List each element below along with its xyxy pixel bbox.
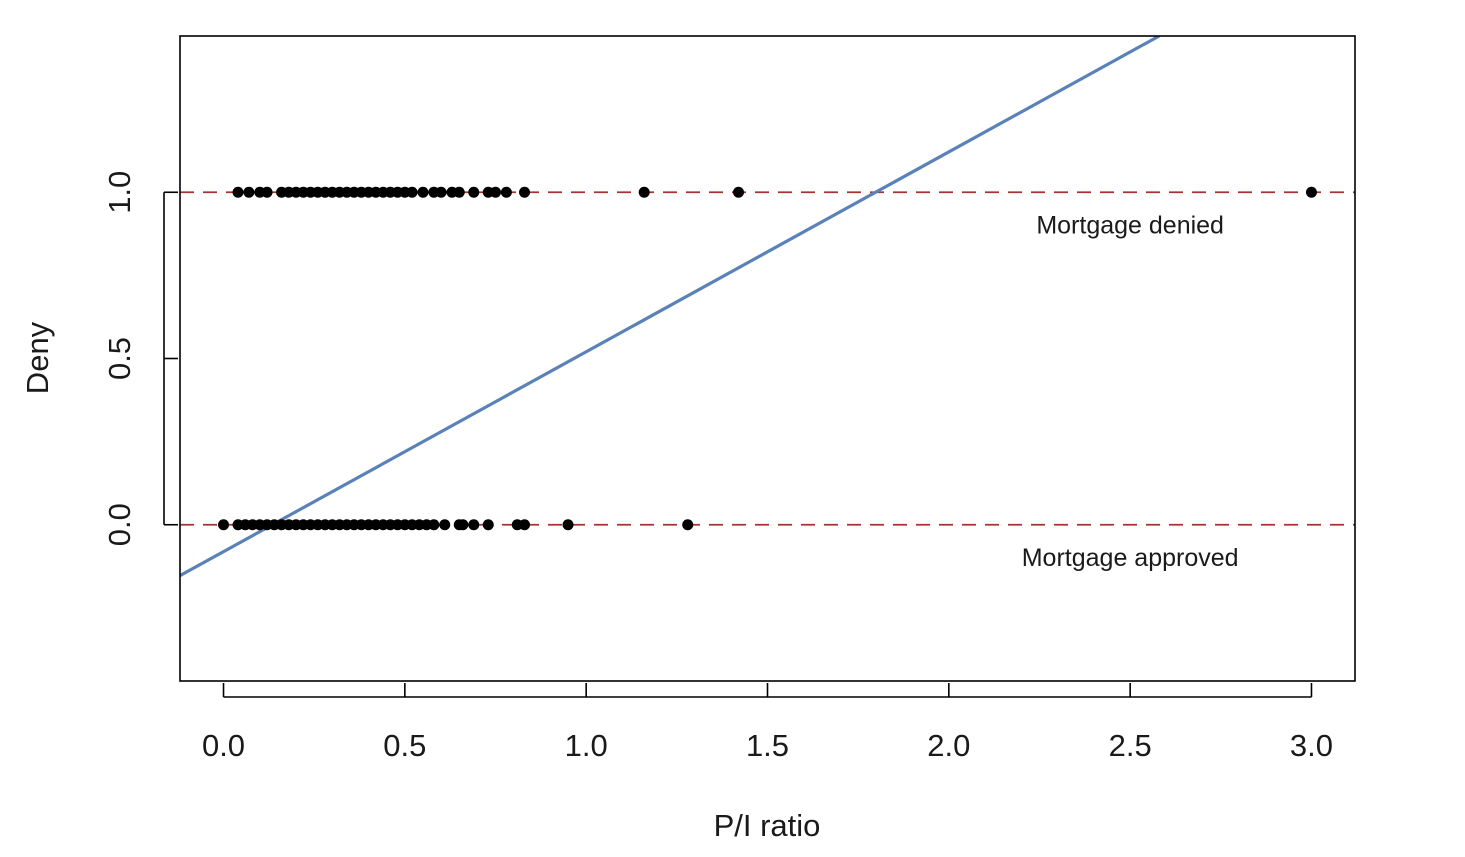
x-tick-label: 1.5 [746,728,789,763]
y-axis-title: Deny [20,321,55,394]
data-point [562,519,574,531]
x-tick-label: 0.5 [383,728,426,763]
data-point [519,186,531,198]
regression-line [180,36,1160,578]
plot-frame [179,35,1356,682]
data-point [232,186,244,198]
y-axis: 0.0 0.5 1.0 [102,171,178,546]
data-point [468,519,480,531]
data-point [435,186,447,198]
data-point [457,519,469,531]
data-point [682,519,694,531]
data-point [500,186,512,198]
data-point [1305,186,1317,198]
data-point [453,186,465,198]
data-point [218,519,230,531]
data-point [490,186,502,198]
y-tick-label: 1.0 [102,171,137,214]
x-tick-label: 3.0 [1290,728,1333,763]
data-point [261,186,273,198]
data-point [439,519,451,531]
x-tick-label: 0.0 [202,728,245,763]
x-axis-title: P/I ratio [714,808,821,843]
annotation-label: Mortgage approved [1022,544,1239,572]
x-axis: 0.0 0.5 1.0 1.5 2.0 2.5 3.0 [202,683,1333,763]
data-point [468,186,480,198]
x-tick-label: 2.5 [1109,728,1152,763]
data-point [732,186,744,198]
x-tick-label: 1.0 [565,728,608,763]
y-tick-label: 0.5 [102,337,137,380]
x-tick-label: 2.0 [927,728,970,763]
data-point [519,519,531,531]
data-point [482,519,494,531]
data-point [406,186,418,198]
data-point [428,519,440,531]
data-point [638,186,650,198]
data-point [417,186,429,198]
data-point [243,186,255,198]
y-tick-label: 0.0 [102,503,137,546]
annotation-label: Mortgage denied [1036,212,1224,240]
